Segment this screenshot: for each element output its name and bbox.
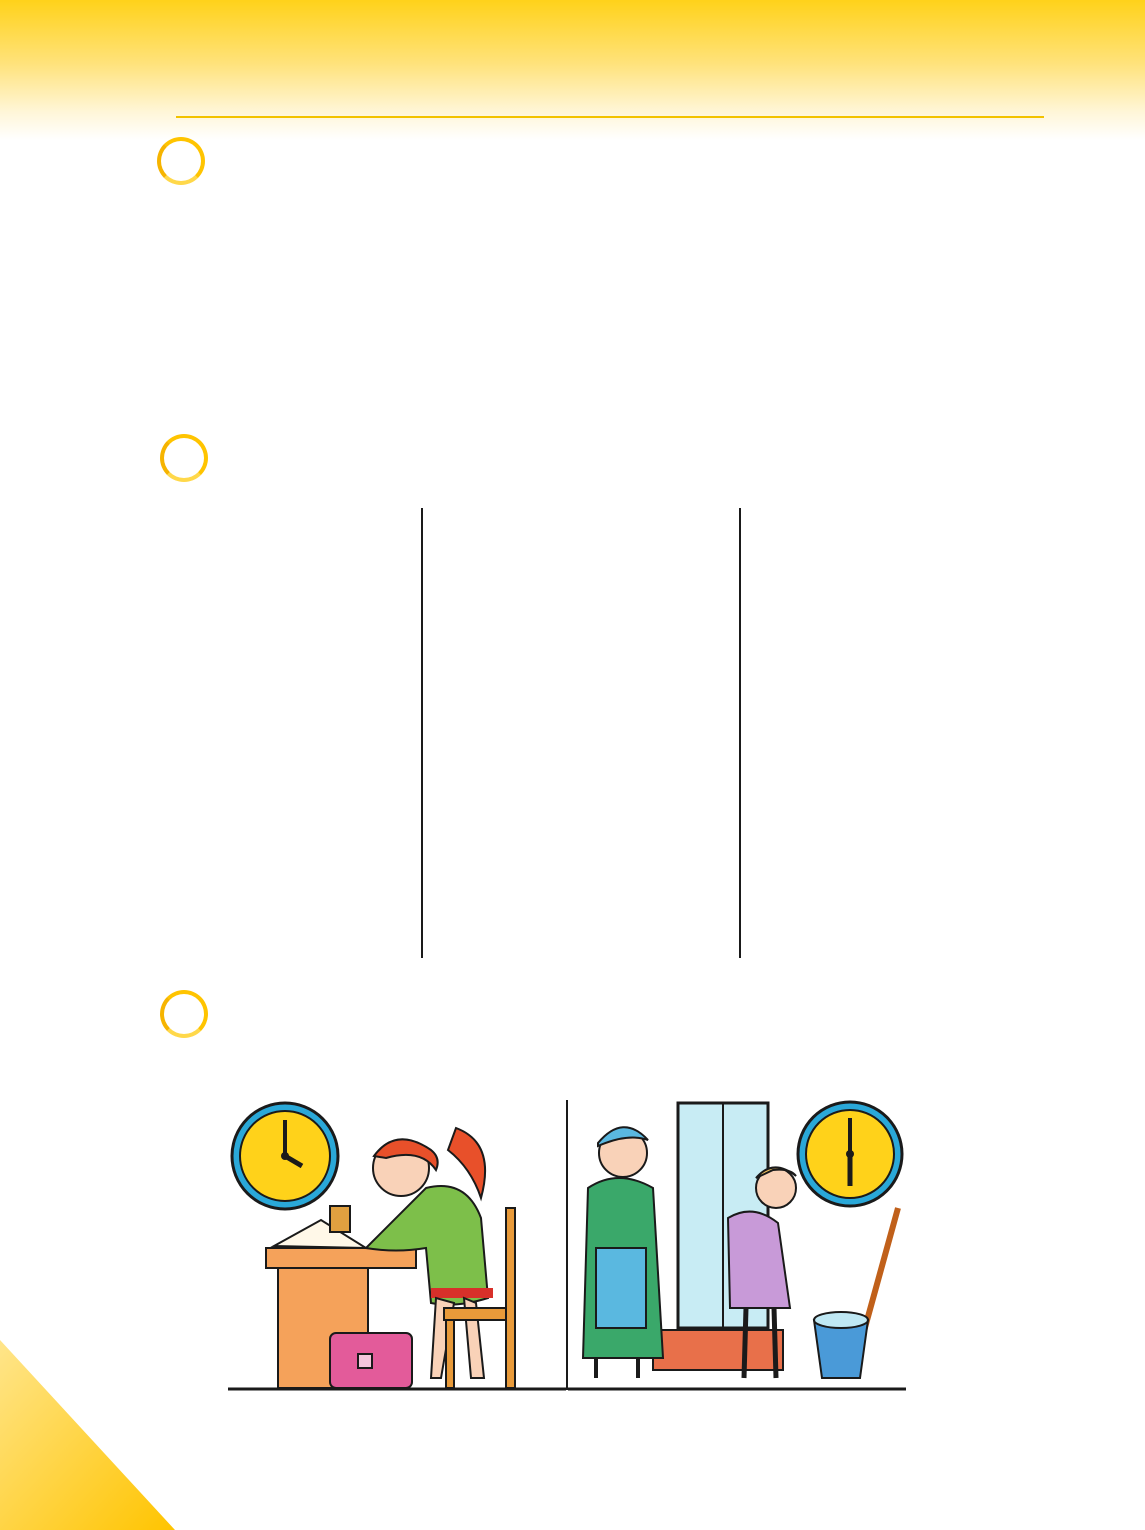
column-divider-left — [421, 508, 423, 958]
grandmother-and-girl-cleaning-window-icon — [568, 1100, 906, 1391]
column-divider-right — [739, 508, 741, 958]
scene-divider — [566, 1100, 568, 1390]
header-band — [0, 0, 1145, 140]
exercise-1-circle-icon — [157, 137, 205, 185]
exercise-2-circle-icon — [160, 434, 208, 482]
clock-icon — [796, 1100, 904, 1208]
girl-doing-homework-icon — [228, 1101, 566, 1391]
corner-decoration — [0, 1340, 175, 1530]
exercise-3-circle-icon — [160, 990, 208, 1038]
clock-icon — [230, 1101, 340, 1211]
header-rule — [176, 116, 1044, 118]
